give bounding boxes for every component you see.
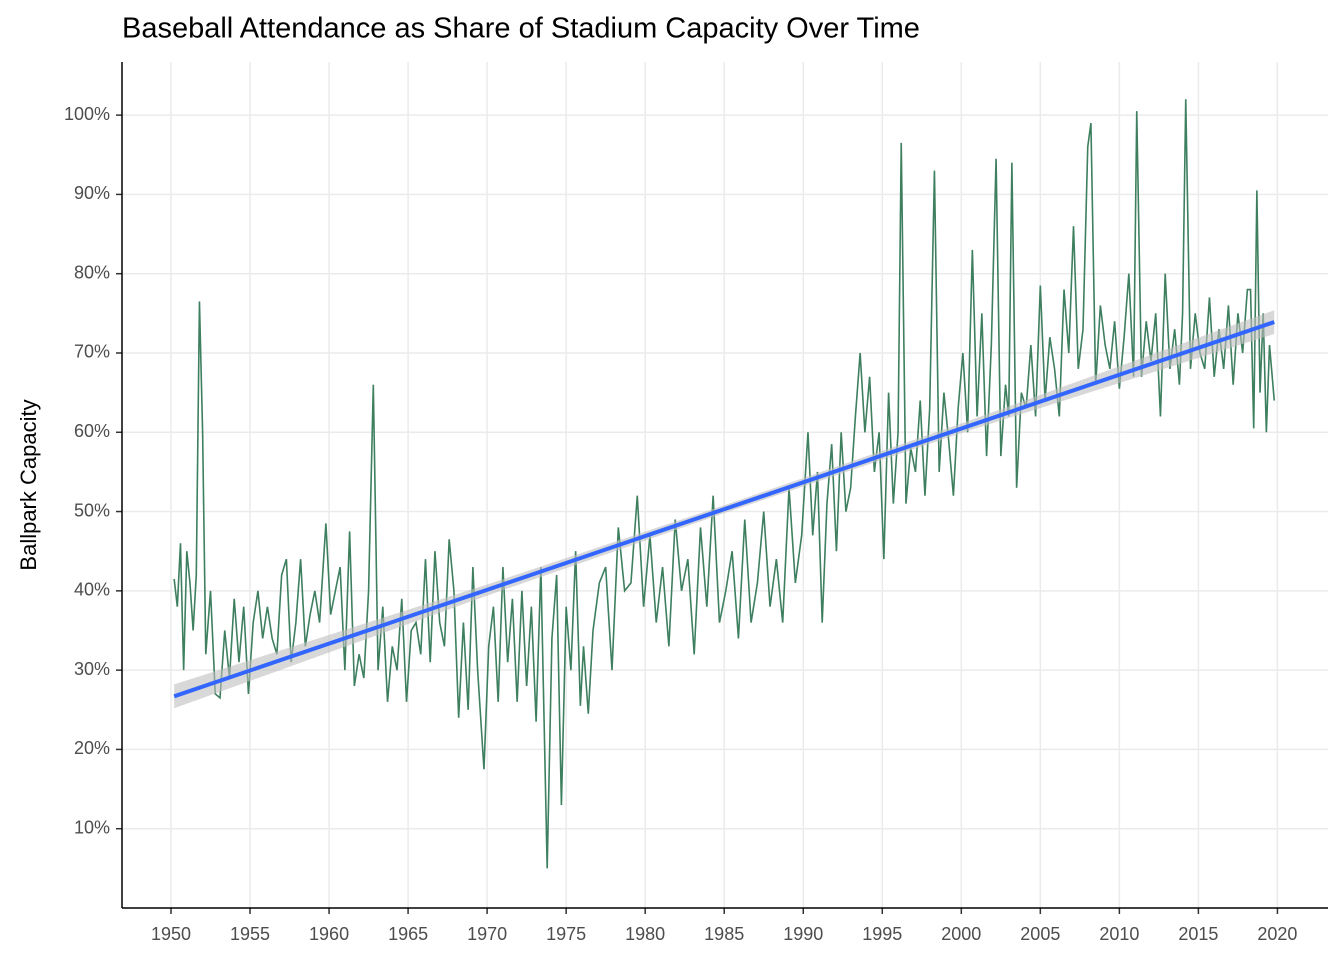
x-tick-label: 1965: [388, 924, 428, 944]
y-axis-label: Ballpark Capacity: [16, 399, 41, 570]
x-tick-label: 1980: [625, 924, 665, 944]
x-tick-label: 1955: [230, 924, 270, 944]
x-tick-label: 1950: [151, 924, 191, 944]
x-tick-label: 1970: [467, 924, 507, 944]
trend-line: [173, 320, 1275, 699]
x-tick-label: 1960: [309, 924, 349, 944]
y-tick-label: 20%: [74, 738, 110, 758]
x-tick-label: 1990: [783, 924, 823, 944]
y-tick-label: 40%: [74, 580, 110, 600]
data-line: [173, 99, 1276, 869]
y-tick-label: 50%: [74, 500, 110, 520]
x-tick-label: 2015: [1178, 924, 1218, 944]
y-tick-label: 80%: [74, 262, 110, 282]
y-tick-label: 10%: [74, 817, 110, 837]
chart-title: Baseball Attendance as Share of Stadium …: [122, 13, 920, 45]
y-tick-label: 30%: [74, 659, 110, 679]
x-tick-label: 2000: [941, 924, 981, 944]
y-tick-label: 90%: [74, 183, 110, 203]
x-tick-label: 2005: [1020, 924, 1060, 944]
x-tick-label: 1975: [546, 924, 586, 944]
x-tick-label: 1985: [704, 924, 744, 944]
y-tick-label: 100%: [64, 104, 110, 124]
x-tick-label: 1995: [862, 924, 902, 944]
x-tick-label: 2020: [1257, 924, 1297, 944]
x-tick-label: 2010: [1099, 924, 1139, 944]
y-tick-label: 70%: [74, 342, 110, 362]
y-tick-label: 60%: [74, 421, 110, 441]
